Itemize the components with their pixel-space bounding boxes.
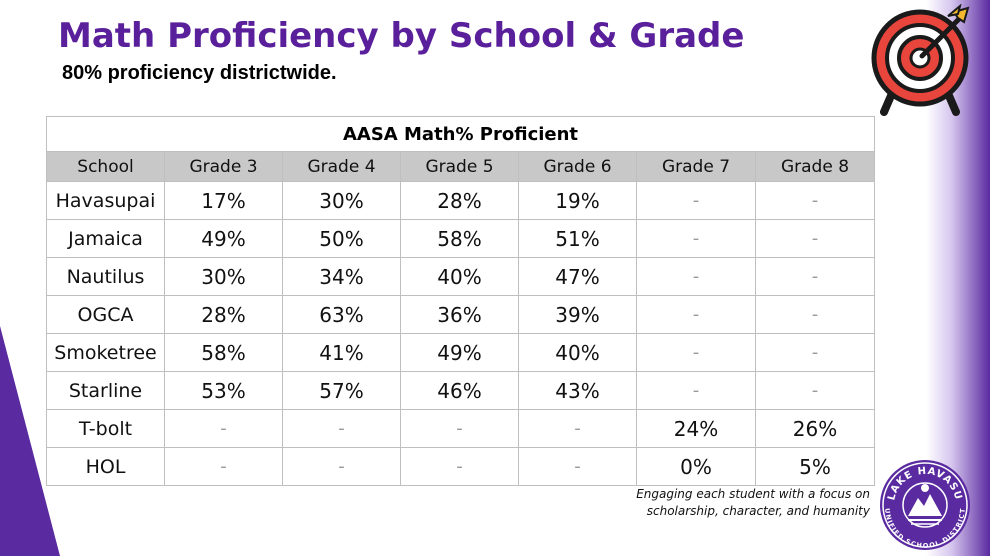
proficiency-cell: -: [754, 333, 876, 372]
header-grade-5: Grade 5: [400, 151, 519, 182]
proficiency-table: AASA Math% Proficient School Grade 3 Gra…: [45, 116, 876, 486]
proficiency-cell: 36%: [400, 295, 519, 334]
proficiency-cell: 58%: [164, 333, 283, 372]
school-name-cell: Nautilus: [46, 257, 165, 296]
proficiency-cell: 0%: [636, 447, 756, 486]
table-row: Nautilus 30% 34% 40% 47% - -: [46, 257, 876, 296]
proficiency-cell: 47%: [518, 257, 637, 296]
school-name-cell: Havasupai: [46, 181, 165, 220]
proficiency-cell: 50%: [282, 219, 401, 258]
proficiency-cell: 19%: [518, 181, 637, 220]
left-accent-wedge: [0, 326, 60, 556]
page-title: Math Proficiency by School & Grade: [58, 16, 745, 56]
proficiency-cell: 34%: [282, 257, 401, 296]
header-school: School: [46, 151, 165, 182]
proficiency-cell: -: [400, 409, 519, 448]
tagline-line-2: scholarship, character, and humanity: [646, 504, 870, 518]
table-row: Jamaica 49% 50% 58% 51% - -: [46, 219, 876, 258]
proficiency-cell: 5%: [754, 447, 876, 486]
proficiency-cell: -: [518, 409, 637, 448]
proficiency-cell: 41%: [282, 333, 401, 372]
proficiency-cell: 40%: [400, 257, 519, 296]
proficiency-cell: -: [754, 257, 876, 296]
table-header-row: School Grade 3 Grade 4 Grade 5 Grade 6 G…: [46, 151, 876, 182]
table-row: Starline 53% 57% 46% 43% - -: [46, 371, 876, 410]
proficiency-cell: -: [282, 409, 401, 448]
proficiency-cell: 30%: [282, 181, 401, 220]
proficiency-cell: -: [164, 447, 283, 486]
school-name-cell: T-bolt: [46, 409, 165, 448]
proficiency-cell: -: [636, 181, 756, 220]
proficiency-cell: -: [400, 447, 519, 486]
proficiency-cell: 53%: [164, 371, 283, 410]
proficiency-cell: -: [754, 219, 876, 258]
proficiency-cell: 24%: [636, 409, 756, 448]
header-grade-4: Grade 4: [282, 151, 401, 182]
school-name-cell: Smoketree: [46, 333, 165, 372]
proficiency-cell: -: [754, 181, 876, 220]
proficiency-cell: 46%: [400, 371, 519, 410]
target-icon: [871, 4, 970, 116]
proficiency-cell: 39%: [518, 295, 637, 334]
proficiency-cell: 26%: [754, 409, 876, 448]
table-row: Havasupai 17% 30% 28% 19% - -: [46, 181, 876, 220]
table-row: OGCA 28% 63% 36% 39% - -: [46, 295, 876, 334]
proficiency-cell: -: [164, 409, 283, 448]
table-caption: AASA Math% Proficient: [45, 116, 876, 152]
proficiency-cell: 17%: [164, 181, 283, 220]
proficiency-cell: 57%: [282, 371, 401, 410]
proficiency-cell: -: [282, 447, 401, 486]
table-caption-row: AASA Math% Proficient: [45, 116, 876, 152]
school-name-cell: Starline: [46, 371, 165, 410]
proficiency-cell: 63%: [282, 295, 401, 334]
proficiency-cell: -: [636, 333, 756, 372]
school-name-cell: OGCA: [46, 295, 165, 334]
proficiency-cell: 49%: [164, 219, 283, 258]
proficiency-cell: -: [636, 295, 756, 334]
proficiency-cell: -: [754, 295, 876, 334]
proficiency-cell: -: [636, 371, 756, 410]
proficiency-cell: 28%: [164, 295, 283, 334]
proficiency-cell: -: [636, 257, 756, 296]
school-name-cell: HOL: [46, 447, 165, 486]
proficiency-cell: 30%: [164, 257, 283, 296]
proficiency-cell: -: [636, 219, 756, 258]
header-grade-6: Grade 6: [518, 151, 637, 182]
proficiency-cell: 58%: [400, 219, 519, 258]
table-row: HOL - - - -0% 5%: [46, 447, 876, 486]
school-name-cell: Jamaica: [46, 219, 165, 258]
proficiency-cell: 51%: [518, 219, 637, 258]
page-subtitle: 80% proficiency districtwide.: [62, 62, 337, 84]
tagline-line-1: Engaging each student with a focus on: [636, 487, 870, 501]
proficiency-cell: -: [518, 447, 637, 486]
table-row: Smoketree 58% 41% 49% 40% - -: [46, 333, 876, 372]
proficiency-cell: 40%: [518, 333, 637, 372]
district-seal-logo: LAKE HAVASU UNIFIED SCHOOL DISTRICT: [880, 460, 970, 550]
header-grade-3: Grade 3: [164, 151, 283, 182]
table-body: Havasupai 17% 30% 28% 19% - - Jamaica 49% 50% 58% 5…: [46, 181, 876, 486]
proficiency-cell: 28%: [400, 181, 519, 220]
tagline: Engaging each student with a focus on sc…: [600, 486, 870, 520]
header-grade-7: Grade 7: [636, 151, 756, 182]
proficiency-cell: -: [754, 371, 876, 410]
proficiency-cell: 43%: [518, 371, 637, 410]
table-row: T-bolt - - - -24% 26%: [46, 409, 876, 448]
proficiency-cell: 49%: [400, 333, 519, 372]
header-grade-8: Grade 8: [754, 151, 876, 182]
